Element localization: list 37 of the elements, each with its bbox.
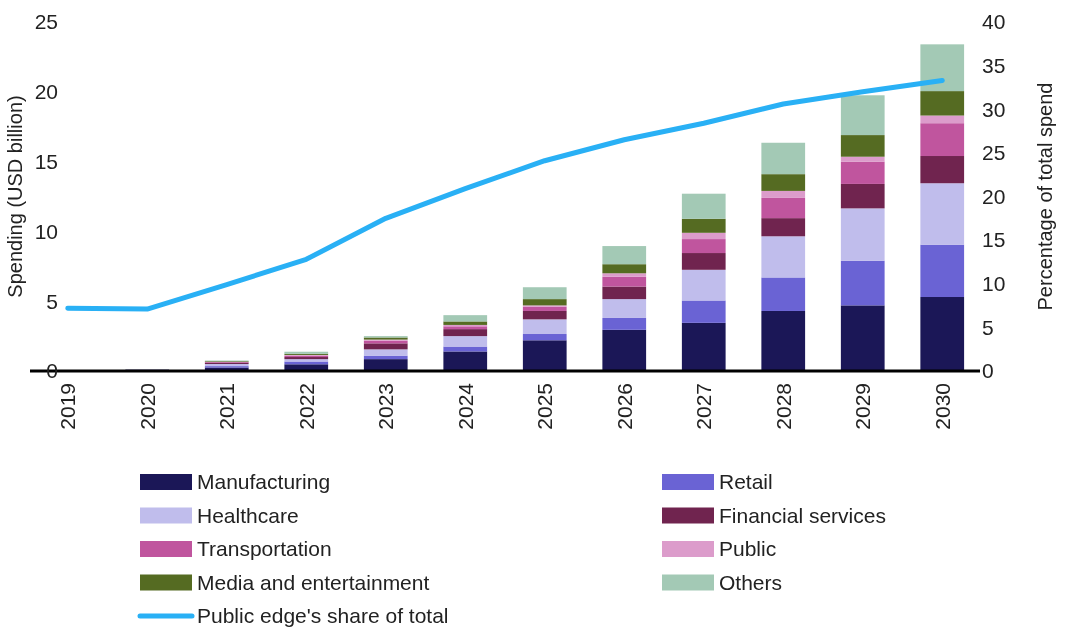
x-tick-label: 2021 — [215, 383, 239, 430]
y2-tick-label: 40 — [982, 10, 1006, 34]
y-tick-label: 15 — [34, 149, 58, 173]
x-tick-label: 2026 — [612, 383, 636, 430]
x-tick-label: 2030 — [930, 383, 954, 430]
y2-tick-label: 20 — [982, 184, 1006, 208]
x-tick-label: 2029 — [851, 383, 875, 430]
legend-label: Others — [719, 570, 783, 594]
legend-label: Transportation — [197, 537, 332, 561]
legend-label: Retail — [719, 470, 773, 494]
y2-tick-label: 25 — [982, 141, 1006, 165]
x-tick-label: 2024 — [453, 382, 477, 430]
y2-tick-label: 0 — [982, 359, 994, 383]
x-tick-label: 2020 — [135, 383, 159, 430]
y2-tick-label: 15 — [982, 228, 1006, 252]
x-tick-label: 2025 — [533, 383, 557, 430]
y-tick-label: 25 — [34, 10, 58, 34]
legend-label: Media and entertainment — [197, 570, 430, 594]
y2-tick-label: 10 — [982, 272, 1006, 296]
x-tick-label: 2022 — [294, 383, 318, 430]
legend-label: Healthcare — [197, 503, 299, 527]
y2-tick-label: 35 — [982, 53, 1006, 77]
legend-label: Public — [719, 537, 777, 561]
y2-axis-title: Percentage of total spend — [1034, 82, 1056, 311]
x-tick-label: 2019 — [56, 383, 80, 430]
y-tick-label: 10 — [34, 219, 58, 243]
x-tick-label: 2027 — [692, 383, 716, 430]
legend-label: Public edge's share of total — [197, 604, 449, 628]
legend-label: Financial services — [719, 503, 886, 527]
x-tick-label: 2023 — [374, 383, 398, 430]
legend-label: Manufacturing — [197, 470, 331, 494]
y-axis-title: Spending (USD billion) — [4, 95, 26, 298]
y2-tick-label: 30 — [982, 97, 1006, 121]
y-tick-label: 5 — [46, 289, 58, 313]
x-tick-label: 2028 — [771, 383, 795, 430]
y2-tick-label: 5 — [982, 315, 994, 339]
y-tick-label: 20 — [34, 80, 58, 104]
